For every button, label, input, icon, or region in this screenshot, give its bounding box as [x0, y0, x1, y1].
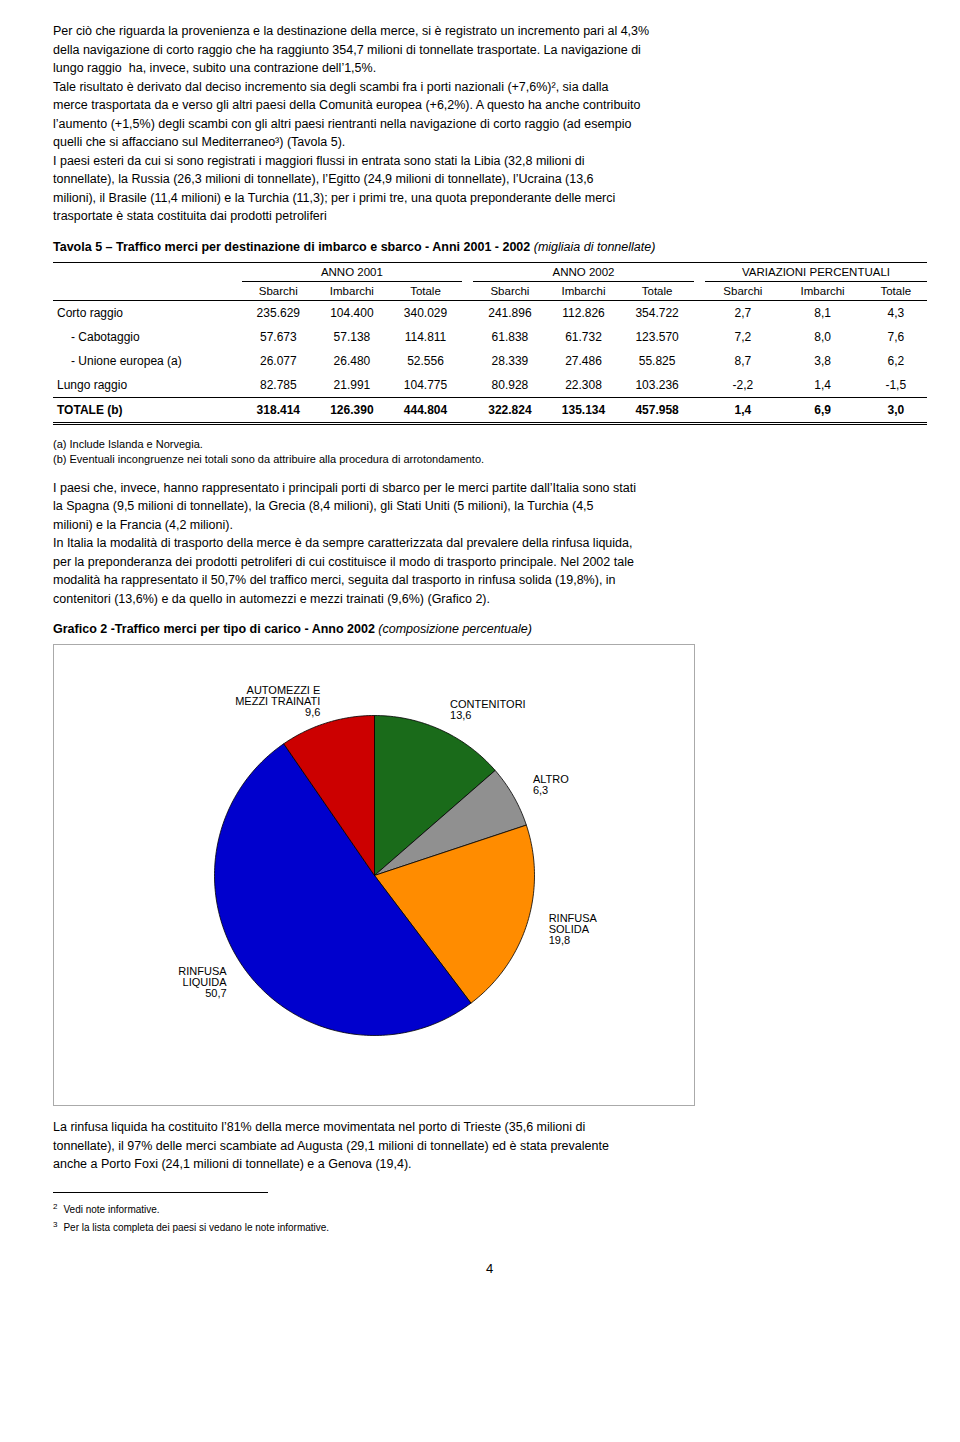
- html-text:VARIAZIONI PERCENTUALI: VARIAZIONI PERCENTUALI: [742, 265, 890, 278]
- html-text:114.811: 114.811: [404, 329, 447, 344]
- html-text:126.390: 126.390: [330, 402, 374, 417]
- html-text:quelli che si affacciano sul M: quelli che si affacciano sul Mediterrane…: [53, 135, 346, 149]
- html-text:104.400: 104.400: [330, 305, 374, 320]
- html-text:340.029: 340.029: [403, 305, 448, 320]
- html-text:I paesi esteri da cui si sono: I paesi esteri da cui si sono registrati…: [53, 153, 585, 168]
- html-text:61.732: 61.732: [565, 329, 602, 344]
- html-text:55.825: 55.825: [638, 353, 676, 368]
- html-text:57.138: 57.138: [333, 329, 371, 344]
- svg-text:CONTENITORI13,6: CONTENITORI13,6: [450, 698, 526, 721]
- svg-text:AUTOMEZZI EMEZZI TRAINATI9,6: AUTOMEZZI EMEZZI TRAINATI9,6: [235, 684, 320, 718]
- html-text:milioni) e la Francia (4,2 mil: milioni) e la Francia (4,2 milioni).: [53, 517, 233, 532]
- html-text:4,3: 4,3: [887, 305, 905, 320]
- html-text:235.629: 235.629: [256, 305, 300, 320]
- html-text:tonnellate), il 97% delle merc: tonnellate), il 97% delle merci scambiat…: [53, 1138, 609, 1153]
- html-text:241.896: 241.896: [488, 305, 532, 320]
- html-text:3,0: 3,0: [887, 402, 905, 417]
- html-text:- Cabotaggio: - Cabotaggio: [71, 329, 140, 344]
- html-text:22.308: 22.308: [565, 377, 602, 392]
- html-text:(a) Include Islanda e Norvegia: (a) Include Islanda e Norvegia.: [53, 437, 203, 450]
- html-text:Sbarchi: Sbarchi: [490, 284, 530, 297]
- html-text:82.785: 82.785: [260, 377, 297, 392]
- html-text:7,2: 7,2: [734, 329, 752, 344]
- html-text:In Italia la modalità di trasp: In Italia la modalità di trasporto della…: [53, 536, 633, 550]
- html-text:8,7: 8,7: [734, 353, 752, 368]
- html-text:3,8: 3,8: [814, 353, 831, 368]
- html-text:104.775: 104.775: [403, 377, 448, 392]
- html-text:tonnellate), la Russia (26,3 m: tonnellate), la Russia (26,3 milioni di …: [53, 172, 594, 186]
- html-text:- Unione europea (a): - Unione europea (a): [71, 353, 182, 368]
- html-text:6,2: 6,2: [887, 353, 905, 368]
- html-text:Grafico 2 -Traffico merci per: Grafico 2 -Traffico merci per tipo di ca…: [53, 622, 532, 636]
- html-text:8,1: 8,1: [814, 305, 831, 320]
- html-text:Vedi note informative.: Vedi note informative.: [63, 1203, 160, 1215]
- html-text:26.077: 26.077: [260, 353, 297, 368]
- html-text:4: 4: [485, 1261, 494, 1277]
- html-text:Imbarchi: Imbarchi: [800, 284, 845, 297]
- html-text:8,0: 8,0: [814, 329, 831, 344]
- html-text:57.673: 57.673: [260, 329, 297, 344]
- html-text:per la preponderanza dei prodo: per la preponderanza dei prodotti petrol…: [53, 554, 634, 569]
- html-text:lungo raggio ha, invece, subit: lungo raggio ha, invece, subito una cont…: [53, 61, 377, 75]
- html-text:merce trasportata da e verso g: merce trasportata da e verso gli altri p…: [53, 98, 641, 112]
- html-text:6,9: 6,9: [814, 402, 831, 417]
- html-text:TOTALE (b): TOTALE (b): [57, 402, 123, 417]
- html-text:-2,2: -2,2: [732, 377, 754, 392]
- html-text:2,7: 2,7: [734, 305, 752, 320]
- html-text:I paesi che, invece, hanno rap: I paesi che, invece, hanno rappresentato…: [53, 480, 636, 495]
- html-text:Per ciò che riguarda la proven: Per ciò che riguarda la provenienza e la…: [53, 24, 650, 38]
- html-text:444.804: 444.804: [403, 402, 448, 417]
- html-text:Sbarchi: Sbarchi: [258, 284, 298, 297]
- html-text:Tale risultato è derivato dal: Tale risultato è derivato dal deciso inc…: [53, 79, 609, 94]
- html-text:2: 2: [53, 1201, 58, 1211]
- html-text:modalità ha rappresentato il 5: modalità ha rappresentato il 50,7% del t…: [53, 573, 616, 587]
- html-text:(b) Eventuali incongruenze nei: (b) Eventuali incongruenze nei totali so…: [53, 452, 485, 465]
- html-text:Tavola 5 – Traffico merci per: Tavola 5 – Traffico merci per destinazio…: [53, 239, 656, 254]
- html-text:ANNO 2001: ANNO 2001: [320, 265, 383, 278]
- html-text:112.826: 112.826: [562, 305, 605, 320]
- html-text:354.722: 354.722: [635, 305, 679, 320]
- html-text:Sbarchi: Sbarchi: [723, 284, 763, 297]
- html-text:103.236: 103.236: [635, 377, 679, 392]
- svg-text:RINFUSALIQUIDA50,7: RINFUSALIQUIDA50,7: [178, 965, 227, 999]
- html-text:61.838: 61.838: [491, 329, 529, 344]
- html-text:-1,5: -1,5: [885, 377, 907, 392]
- html-text:Totale: Totale: [641, 284, 673, 297]
- html-text:della navigazione di corto rag: della navigazione di corto raggio che ha…: [53, 42, 641, 57]
- html-text:contenitori (13,6%) e da quell: contenitori (13,6%) e da quello in autom…: [53, 591, 490, 606]
- html-text:Corto raggio: Corto raggio: [57, 305, 123, 320]
- html-text:123.570: 123.570: [635, 329, 679, 344]
- html-text:ANNO 2002: ANNO 2002: [552, 265, 615, 278]
- html-text:80.928: 80.928: [491, 377, 529, 392]
- html-text:Totale: Totale: [880, 284, 912, 297]
- html-text:La rinfusa liquida ha costitui: La rinfusa liquida ha costituito l’81% d…: [53, 1120, 586, 1134]
- html-text:Per la lista completa dei paes: Per la lista completa dei paesi si vedan…: [63, 1222, 330, 1234]
- html-text:318.414: 318.414: [256, 402, 300, 417]
- html-text:Imbarchi: Imbarchi: [561, 284, 606, 297]
- html-text:Lungo raggio: Lungo raggio: [57, 377, 128, 392]
- html-text:322.824: 322.824: [488, 402, 532, 417]
- html-text:52.556: 52.556: [407, 353, 444, 368]
- html-text:28.339: 28.339: [491, 353, 529, 368]
- svg-text:ALTRO6,3: ALTRO6,3: [533, 773, 569, 796]
- html-text:3: 3: [53, 1219, 58, 1229]
- html-text:1,4: 1,4: [814, 377, 831, 392]
- html-text:457.958: 457.958: [635, 402, 679, 417]
- html-text:milioni), il Brasile (11,4 mil: milioni), il Brasile (11,4 milioni) e la…: [53, 190, 616, 205]
- html-text:Totale: Totale: [410, 284, 441, 297]
- html-text:l’aumento (+1,5%) degli scambi: l’aumento (+1,5%) degli scambi con gli a…: [53, 116, 632, 131]
- html-text:21.991: 21.991: [333, 377, 371, 392]
- html-text:Imbarchi: Imbarchi: [329, 284, 374, 297]
- html-text:27.486: 27.486: [565, 353, 602, 368]
- svg-text:RINFUSASOLIDA19,8: RINFUSASOLIDA19,8: [549, 912, 598, 946]
- html-text:la Spagna (9,5 milioni di tonn: la Spagna (9,5 milioni di tonnellate), l…: [53, 499, 594, 513]
- html-text:anche a Porto Foxi (24,1 milio: anche a Porto Foxi (24,1 milioni di tonn…: [53, 1157, 412, 1171]
- html-text:trasportate è stata costituita: trasportate è stata costituita dai prodo…: [53, 209, 327, 223]
- html-text:1,4: 1,4: [734, 402, 752, 417]
- html-text:135.134: 135.134: [561, 402, 606, 417]
- html-text:26.480: 26.480: [333, 353, 371, 368]
- html-text:7,6: 7,6: [887, 329, 905, 344]
